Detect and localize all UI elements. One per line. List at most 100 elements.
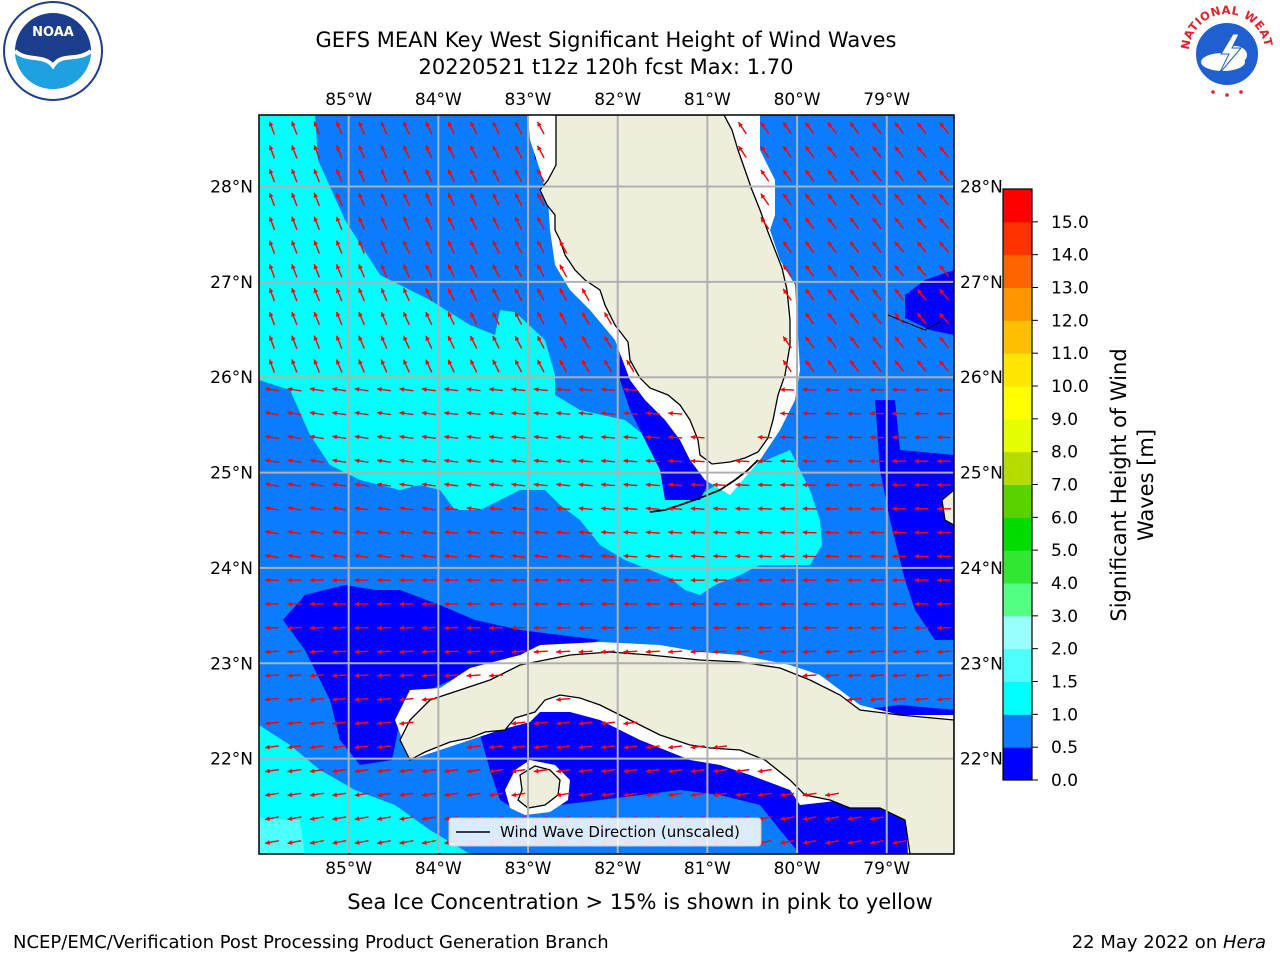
wave-height-band-1.0-1.5-gulf: [259, 115, 822, 595]
wind-arrow: [268, 168, 276, 183]
wind-arrow: [581, 311, 590, 325]
wind-arrow: [376, 387, 392, 392]
wind-arrow: [668, 768, 683, 774]
wind-arrow: [936, 553, 952, 559]
wind-arrow: [892, 530, 907, 535]
wind-arrow: [645, 458, 660, 464]
wind-arrow: [804, 169, 815, 182]
wind-arrow: [824, 458, 840, 464]
wind-arrow: [894, 336, 905, 349]
longitude-labels-top: 85°W 84°W 83°W 82°W 81°W 80°W 79°W: [325, 90, 910, 110]
wind-arrow: [514, 192, 523, 206]
lat-tick-label-right: 26°N: [960, 368, 1003, 388]
wind-arrow: [827, 121, 837, 135]
wind-arrow: [600, 482, 616, 488]
wind-arrow: [264, 482, 280, 487]
wind-arrow: [358, 335, 365, 349]
wind-arrow: [623, 649, 638, 655]
wind-arrow: [804, 240, 815, 254]
wind-arrow: [645, 553, 660, 559]
wind-arrow: [847, 649, 862, 655]
colorbar-tick-label: 1.0: [1051, 705, 1078, 725]
wind-arrow: [380, 216, 388, 230]
wind-arrow: [354, 720, 369, 726]
wind-arrow: [447, 121, 455, 135]
wind-arrow: [600, 553, 616, 559]
wind-arrow: [444, 625, 459, 631]
wind-arrow: [313, 264, 321, 278]
wind-arrow: [421, 601, 436, 607]
wind-arrow: [421, 816, 436, 821]
colorbar-segment: [1003, 287, 1032, 321]
wind-arrow: [309, 553, 324, 559]
wind-arrow: [824, 816, 840, 821]
wind-arrow: [757, 649, 772, 655]
wind-arrow: [623, 577, 638, 583]
colorbar-tick-label: 0.0: [1051, 771, 1078, 791]
wind-arrow: [600, 506, 616, 511]
map-panel: [259, 115, 954, 854]
wind-arrow: [578, 434, 593, 440]
wind-arrow: [264, 458, 280, 464]
wind-arrow: [936, 649, 952, 655]
wind-arrow: [399, 387, 414, 392]
wind-arrow: [287, 553, 302, 559]
colorbar-segment: [1003, 451, 1032, 485]
wind-arrow: [892, 673, 907, 678]
wind-arrow: [447, 240, 455, 254]
wind-arrow: [469, 311, 478, 325]
wind-arrow: [536, 288, 545, 302]
wind-arrow: [871, 264, 882, 277]
wind-arrow: [849, 336, 860, 349]
wind-arrow: [892, 553, 907, 559]
wind-arrow: [536, 359, 545, 373]
wind-arrow: [335, 121, 343, 135]
wind-arrow: [556, 410, 571, 416]
wind-arrow: [916, 312, 927, 325]
wind-arrow: [916, 288, 927, 301]
wind-arrow: [354, 792, 369, 798]
wind-arrow: [827, 169, 837, 182]
wind-arrow: [757, 482, 772, 488]
colorbar-tick-label: 2.0: [1051, 640, 1078, 660]
latitude-labels-left: 28°N 27°N 26°N 25°N 24°N 23°N 22°N: [210, 178, 253, 770]
wind-arrow: [488, 387, 504, 392]
wind-arrow: [488, 625, 504, 631]
wind-arrow: [869, 697, 884, 702]
wind-arrow: [291, 168, 298, 183]
wind-arrow: [511, 506, 526, 511]
colorbar-segment: [1003, 386, 1032, 420]
lat-tick-label-left: 22°N: [210, 750, 253, 770]
wind-arrow: [780, 458, 795, 464]
wind-arrow: [287, 482, 302, 487]
wind-arrow: [847, 601, 862, 607]
wind-arrow: [492, 288, 500, 302]
wind-arrow: [556, 625, 571, 631]
wind-arrow: [892, 577, 907, 583]
wind-arrow: [712, 649, 728, 655]
wind-arrow: [847, 816, 862, 821]
wind-arrow: [291, 216, 298, 230]
wind-arrow: [268, 311, 276, 326]
lat-tick-label-right: 27°N: [960, 273, 1003, 293]
wind-arrow: [488, 482, 504, 488]
lat-tick-label-right: 24°N: [960, 559, 1003, 579]
wind-arrow: [556, 744, 571, 750]
wind-arrow: [936, 577, 952, 583]
wind-arrow: [421, 458, 436, 464]
wind-arrow: [376, 458, 392, 464]
lon-tick-label-top: 83°W: [505, 90, 552, 110]
wind-arrow: [488, 792, 504, 798]
wind-arrow: [824, 506, 840, 512]
wind-arrow: [556, 506, 571, 511]
wind-arrow: [514, 311, 523, 325]
wind-arrow: [380, 311, 388, 326]
wind-arrow: [782, 121, 792, 135]
wind-arrow: [488, 601, 504, 607]
wind-arrow: [492, 145, 500, 159]
wind-arrow: [760, 217, 770, 230]
wind-arrow: [827, 264, 837, 277]
wind-arrow: [780, 649, 795, 655]
wind-arrow: [358, 359, 365, 373]
wind-arrow: [869, 530, 884, 535]
